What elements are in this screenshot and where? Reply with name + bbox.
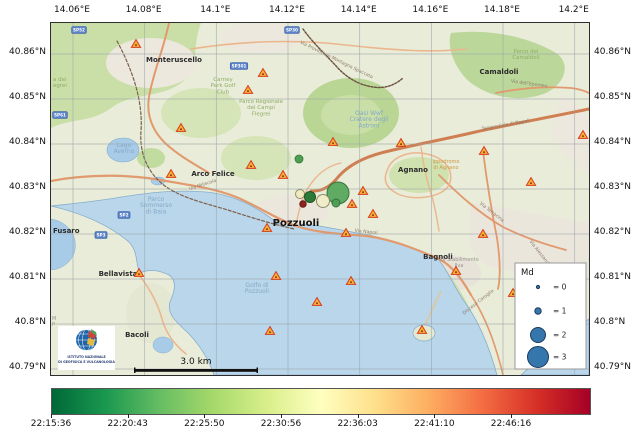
road-badge: SP52	[72, 27, 87, 34]
legend-item-label: = 3	[553, 353, 567, 362]
colorbar-tick	[511, 414, 512, 418]
place-label: Parco deiCamaldoli	[512, 49, 540, 61]
colorbar-tick-label: 22:46:16	[476, 419, 546, 429]
lat-tick-label: 40.82°N	[2, 227, 46, 237]
lat-tick-label: 40.8°N	[594, 317, 638, 327]
road-badge: SP3	[95, 232, 107, 239]
colorbar-tick-label: 22:36:03	[323, 419, 393, 429]
place-label: Bellavista	[99, 270, 138, 278]
place-label: a deiegrei	[53, 77, 67, 89]
lon-tick-label: 14.18°E	[472, 5, 532, 15]
svg-text:SP3: SP3	[97, 233, 106, 238]
lon-tick-label: 14.14°E	[329, 5, 389, 15]
svg-text:SP2: SP2	[120, 213, 129, 218]
road-badge: SP2	[118, 212, 130, 219]
ingv-logo-line1: ISTITUTO NAZIONALE	[67, 355, 105, 359]
legend-item-label: = 2	[553, 331, 567, 340]
legend-circle	[528, 347, 549, 368]
svg-text:SP61: SP61	[54, 113, 66, 118]
place-label: Agnano	[398, 166, 428, 174]
lat-tick-label: 40.81°N	[2, 272, 46, 282]
place-label: Camaldoli	[480, 68, 519, 76]
colorbar-tick	[358, 414, 359, 418]
lat-tick-label: 40.8°N	[2, 317, 46, 327]
legend-circle	[535, 308, 541, 314]
colorbar-tick-label: 22:25:50	[169, 419, 239, 429]
lat-tick-label: 40.79°N	[594, 362, 638, 372]
colorbar-tick	[204, 414, 205, 418]
earthquake-map-figure: 14.06°E 14.08°E 14.1°E 14.12°E 14.14°E 14.16°…	[0, 0, 638, 437]
map-canvas: SP52SP30SP301SP61SP2SP3 Tangenziale di N…	[50, 22, 590, 376]
legend-item-label: = 1	[553, 307, 567, 316]
earthquake-marker	[332, 199, 340, 207]
legend-title: Md	[521, 268, 534, 278]
lat-tick-label: 40.83°N	[594, 182, 638, 192]
svg-text:SP52: SP52	[73, 28, 85, 33]
colorbar-tick-label: 22:30:56	[246, 419, 316, 429]
lat-tick-label: 40.81°N	[594, 272, 638, 282]
lat-tick-label: 40.85°N	[594, 92, 638, 102]
colorbar-gradient	[51, 388, 591, 415]
lon-tick-label: 14.08°E	[114, 5, 174, 15]
lon-tick-label: 14.12°E	[257, 5, 317, 15]
colorbar-tick	[51, 414, 52, 418]
magnitude-legend: Md = 0 = 1 = 2 = 3	[515, 263, 586, 369]
lat-tick-label: 40.79°N	[2, 362, 46, 372]
lat-tick-label: 40.83°N	[2, 182, 46, 192]
earthquake-marker	[305, 192, 316, 203]
svg-text:SP301: SP301	[232, 64, 247, 69]
lon-tick-label: 14.06°E	[42, 5, 102, 15]
colorbar-tick	[281, 414, 282, 418]
colorbar-tick	[434, 414, 435, 418]
place-label: Arco Felice	[191, 170, 234, 178]
place-label: Bacoli	[125, 331, 149, 339]
lat-tick-label: 40.84°N	[594, 137, 638, 147]
road-badge: SP30	[285, 27, 300, 34]
colorbar-tick	[128, 414, 129, 418]
colorbar-tick-label: 22:20:43	[93, 419, 163, 429]
lat-tick-label: 40.84°N	[2, 137, 46, 147]
legend-item-label: = 0	[553, 283, 567, 292]
legend-circle	[536, 285, 539, 288]
lat-tick-label: 40.86°N	[2, 47, 46, 57]
earthquake-marker	[296, 190, 305, 199]
road-badge: SP61	[53, 112, 68, 119]
place-label: Golfo diPozzuoli	[245, 282, 270, 295]
earthquake-marker	[317, 195, 330, 208]
place-label: Pozzuoli	[273, 218, 320, 229]
road-badge: SP301	[230, 63, 248, 70]
svg-text:SP30: SP30	[286, 28, 298, 33]
colorbar-tick-label: 22:15:36	[16, 419, 86, 429]
road-badge	[295, 155, 303, 163]
lon-tick-label: 14.1°E	[185, 5, 245, 15]
lat-tick-label: 40.85°N	[2, 92, 46, 102]
scale-bar-label: 3.0 km	[180, 357, 211, 367]
lon-tick-label: 14.16°E	[400, 5, 460, 15]
ingv-logo: ISTITUTO NAZIONALE DI GEOFISICA E VULCAN…	[58, 326, 115, 370]
place-label: Monteruscello	[146, 56, 202, 64]
lat-tick-label: 40.82°N	[594, 227, 638, 237]
colorbar-tick-label: 22:41:10	[399, 419, 469, 429]
lat-tick-label: 40.86°N	[594, 47, 638, 57]
place-label: Fusaro	[53, 227, 80, 235]
ingv-logo-line2: DI GEOFISICA E VULCANOLOGIA	[58, 360, 115, 364]
legend-circle	[531, 328, 546, 343]
lon-tick-label: 14.2°E	[544, 5, 604, 15]
earthquake-marker	[300, 201, 306, 207]
place-label: Ippodromodi Agnano	[433, 159, 460, 171]
